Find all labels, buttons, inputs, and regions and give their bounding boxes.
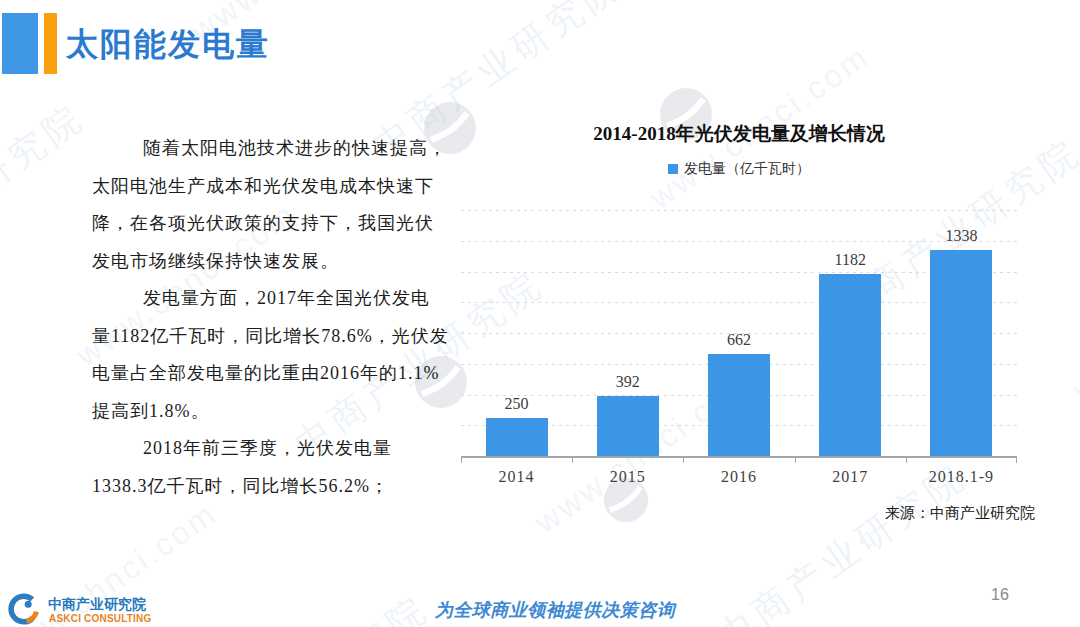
bar-2018.1-9	[930, 250, 992, 456]
gridline-1600	[461, 210, 1017, 211]
x-axis-label-2018.1-9: 2018.1-9	[906, 468, 1017, 486]
bar-value-2016: 662	[683, 331, 794, 349]
header-accent-square	[2, 13, 38, 74]
logo-company-subtitle: ASKCI CONSULTING	[49, 613, 151, 624]
footer-slogan: 为全球商业领袖提供决策咨询	[415, 598, 695, 622]
body-text: 随着太阳电池技术进步的快速提高，太阳电池生产成本和光伏发电成本快速下降，在各项光…	[92, 130, 432, 505]
x-axis-tick	[683, 457, 684, 463]
x-axis-tick	[795, 457, 796, 463]
x-axis-label-2017: 2017	[795, 468, 906, 486]
paragraph-1-line-3: 降，在各项光伏政策的支持下，我国光伏	[92, 205, 432, 243]
x-axis-label-2015: 2015	[572, 468, 683, 486]
paragraph-1-line-2: 太阳电池生产成本和光伏发电成本快速下	[92, 168, 432, 206]
paragraph-2-line-1: 发电量方面，2017年全国光伏发电	[92, 280, 432, 318]
bar-2016	[708, 354, 770, 456]
page-number: 16	[980, 586, 1020, 604]
paragraph-2-line-4: 提高到1.8%。	[92, 393, 432, 431]
x-axis-label-2016: 2016	[683, 468, 794, 486]
bar-2015	[597, 396, 659, 456]
bar-value-2015: 392	[572, 373, 683, 391]
page-title: 太阳能发电量	[66, 23, 270, 67]
paragraph-1-line-4: 发电市场继续保持快速发展。	[92, 243, 432, 281]
bar-chart-plot: 2502014392201566220161182201713382018.1-…	[461, 210, 1017, 456]
chart-source: 来源：中商产业研究院	[845, 504, 1035, 523]
x-axis-tick	[461, 457, 462, 463]
x-axis-tick	[1016, 457, 1017, 463]
x-axis-line	[461, 456, 1017, 458]
paragraph-2-line-2: 量1182亿千瓦时，同比增长78.6%，光伏发	[92, 318, 432, 356]
x-axis-label-2014: 2014	[461, 468, 572, 486]
paragraph-2: 发电量方面，2017年全国光伏发电量1182亿千瓦时，同比增长78.6%，光伏发…	[92, 280, 432, 430]
paragraph-1-line-1: 随着太阳电池技术进步的快速提高，	[92, 130, 432, 168]
bar-value-2014: 250	[461, 395, 572, 413]
paragraph-3: 2018年前三季度，光伏发电量1338.3亿千瓦时，同比增长56.2%；	[92, 430, 432, 505]
chart-title: 2014-2018年光伏发电量及增长情况	[461, 121, 1017, 147]
x-axis-tick	[572, 457, 573, 463]
report-slide: 中商产业研究院 www.chnci.com 中商产业研究院 www.chnci.…	[0, 0, 1080, 627]
logo-company-name: 中商产业研究院	[48, 596, 146, 614]
bar-value-2017: 1182	[795, 251, 906, 269]
askci-logo-icon	[8, 593, 40, 625]
legend-label: 发电量（亿千瓦时）	[684, 160, 810, 178]
x-axis-tick	[906, 457, 907, 463]
bar-value-2018.1-9: 1338	[906, 227, 1017, 245]
paragraph-2-line-3: 电量占全部发电量的比重由2016年的1.1%	[92, 355, 432, 393]
legend-swatch	[668, 164, 678, 174]
bar-2017	[819, 274, 881, 456]
chart-legend: 发电量（亿千瓦时）	[461, 160, 1017, 178]
bar-2014	[486, 418, 548, 456]
paragraph-3-line-1: 2018年前三季度，光伏发电量	[92, 430, 432, 468]
paragraph-3-line-2: 1338.3亿千瓦时，同比增长56.2%；	[92, 468, 432, 506]
paragraph-1: 随着太阳电池技术进步的快速提高，太阳电池生产成本和光伏发电成本快速下降，在各项光…	[92, 130, 432, 280]
header-accent-bar	[44, 13, 57, 74]
watermark-text-url: www.chnci.com	[1056, 170, 1080, 415]
